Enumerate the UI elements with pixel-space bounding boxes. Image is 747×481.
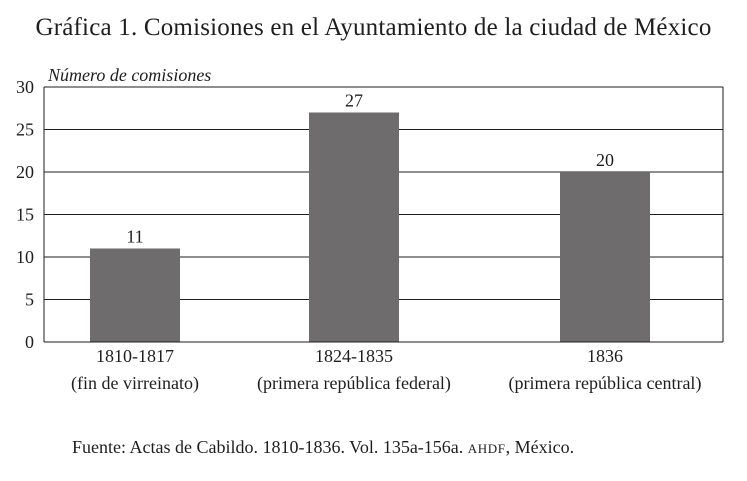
source-note: Fuente: Actas de Cabildo. 1810-1836. Vol… (72, 437, 574, 458)
source-suffix: , México. (505, 437, 575, 457)
y-tick-label: 10 (16, 247, 34, 267)
y-tick-label: 30 (16, 77, 34, 97)
bars: 11 27 20 (90, 91, 650, 342)
bar (309, 112, 399, 342)
x-tick-sublabel: (primera república federal) (257, 373, 451, 394)
x-tick-sublabel: (fin de virreinato) (71, 373, 199, 394)
y-tick-label: 0 (25, 332, 34, 352)
bar (90, 248, 180, 342)
x-tick-label: 1824-1835 (315, 346, 393, 366)
y-tick-label: 5 (25, 290, 34, 310)
bar-value-label: 27 (345, 91, 363, 111)
axes: 0 5 10 15 20 25 30 1810-1817 (fin de virreinato)… (16, 77, 724, 394)
y-tick-label: 25 (16, 120, 34, 140)
x-tick-label: 1810-1817 (96, 346, 174, 366)
bar-value-label: 20 (596, 150, 614, 170)
x-tick-sublabel: (primera república central) (509, 373, 702, 394)
y-tick-label: 20 (16, 162, 34, 182)
source-archive: AHDF (467, 441, 506, 456)
x-tick-label: 1836 (587, 346, 623, 366)
bar (560, 172, 650, 342)
bar-value-label: 11 (126, 227, 143, 247)
bar-chart: 11 27 20 0 5 10 15 20 25 30 1810-1817 (fin de virr… (16, 65, 724, 394)
source-text: Fuente: Actas de Cabildo. 1810-1836. Vol… (72, 437, 464, 457)
y-tick-label: 15 (16, 205, 34, 225)
chart-title: Gráfica 1. Comisiones en el Ayuntamiento… (35, 14, 712, 41)
y-axis-label: Número de comisiones (47, 65, 211, 85)
